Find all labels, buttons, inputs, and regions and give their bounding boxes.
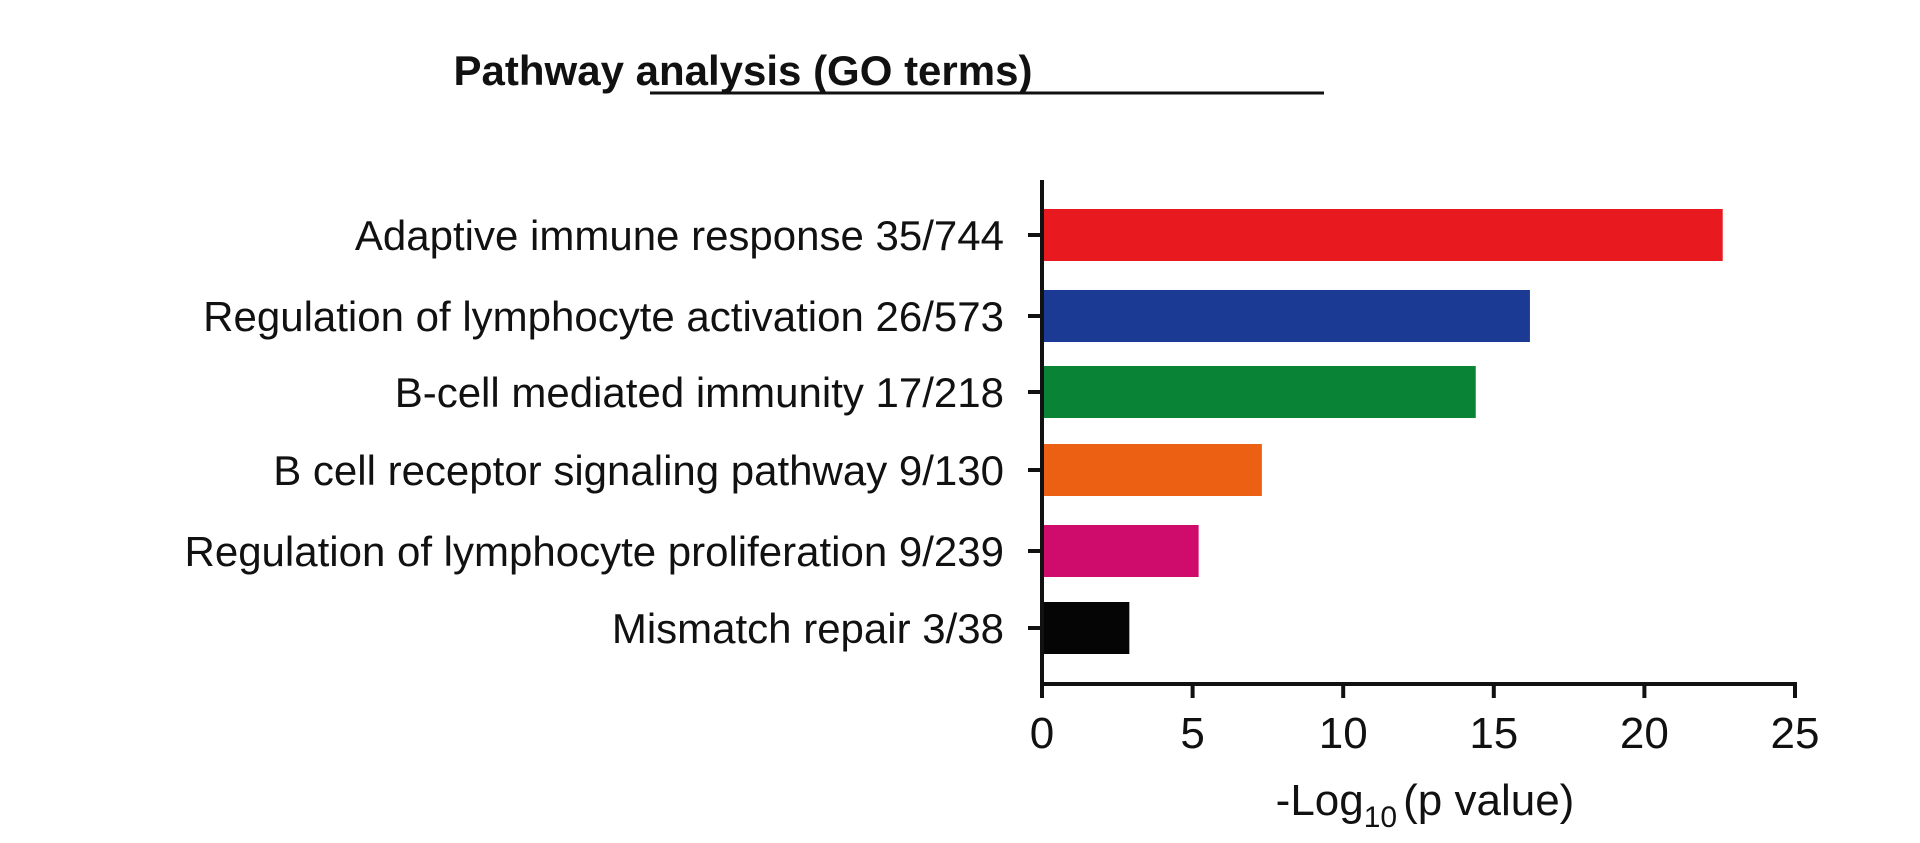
x-tick-label-0: 0 [1030,709,1054,758]
bar-2 [1042,366,1476,418]
x-axis-ticks: 0 5 10 15 20 25 [1030,684,1820,758]
bar-3 [1042,444,1262,496]
bar-1 [1042,290,1530,342]
x-tick-label-5: 25 [1771,709,1820,758]
bars-layer [1042,209,1723,654]
x-tick-label-2: 10 [1319,709,1368,758]
x-axis-label-main: -Log [1276,776,1364,825]
category-label-1: Regulation of lymphocyte activation 26/5… [203,293,1004,340]
category-label-5: Mismatch repair 3/38 [612,605,1004,652]
category-label-3: B cell receptor signaling pathway 9/130 [273,447,1004,494]
category-label-2: B-cell mediated immunity 17/218 [395,369,1004,416]
category-label-4: Regulation of lymphocyte proliferation 9… [185,528,1005,575]
bar-0 [1042,209,1723,261]
x-axis-label-rest: (p value) [1403,776,1574,825]
x-axis-label-subscript: 10 [1364,801,1397,834]
bar-5 [1042,602,1130,654]
x-axis-label: -Log10 (p value) [1276,776,1575,834]
x-tick-label-1: 5 [1180,709,1204,758]
bar-4 [1042,525,1199,577]
x-tick-label-3: 15 [1469,709,1518,758]
category-label-0: Adaptive immune response 35/744 [355,212,1004,259]
chart-title: Pathway analysis (GO terms) [454,47,1033,94]
x-tick-label-4: 20 [1620,709,1669,758]
category-labels: Adaptive immune response 35/744 Regulatio… [185,212,1042,652]
